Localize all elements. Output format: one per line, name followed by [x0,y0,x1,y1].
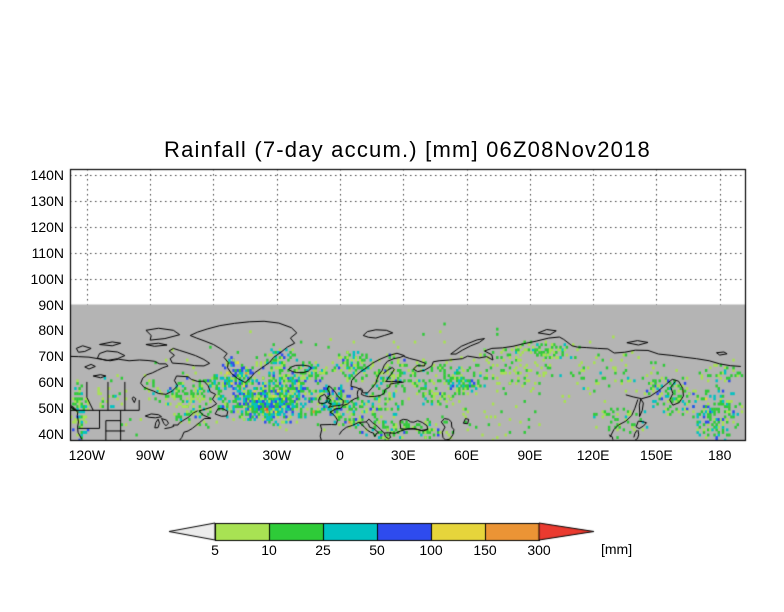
colorbar-tick-label: 5 [211,542,219,558]
y-tick-label: 140N [30,167,64,184]
x-tick-label: 60W [199,447,228,463]
x-tick-label: 30E [390,447,416,463]
y-tick-label: 110N [31,244,64,261]
y-tick-label: 50N [38,399,64,416]
x-tick-label: 90E [517,447,543,463]
x-tick-label: 180 [708,447,732,463]
y-tick-label: 90N [38,296,64,313]
x-tick-label: 150E [640,447,673,463]
x-tick-label: 120W [68,447,106,463]
colorbar-tick-label: 150 [473,542,497,558]
x-tick-label: 120E [576,447,610,463]
x-tick-label: 60E [454,447,480,463]
y-tick-label: 120N [30,219,64,236]
x-tick-label: 30W [262,447,292,463]
colorbar-tick-label: 50 [369,542,385,558]
colorbar-unit-label: [mm] [601,541,633,557]
colorbar-tick-label: 10 [261,542,277,558]
x-tick-label: 0 [336,447,344,463]
y-tick-label: 70N [38,348,64,365]
colorbar-tick-label: 25 [315,542,331,558]
x-tick-label: 90W [135,447,165,463]
colorbar-tick-label: 100 [419,542,443,558]
y-tick-label: 80N [38,322,64,339]
y-tick-label: 130N [30,193,64,210]
y-tick-label: 100N [30,270,64,287]
y-tick-label: 60N [38,373,64,390]
plot-title: Rainfall (7-day accum.) [mm] 06Z08Nov201… [164,137,651,162]
colorbar-tick-label: 300 [527,542,551,558]
y-tick-label: 40N [38,425,64,442]
